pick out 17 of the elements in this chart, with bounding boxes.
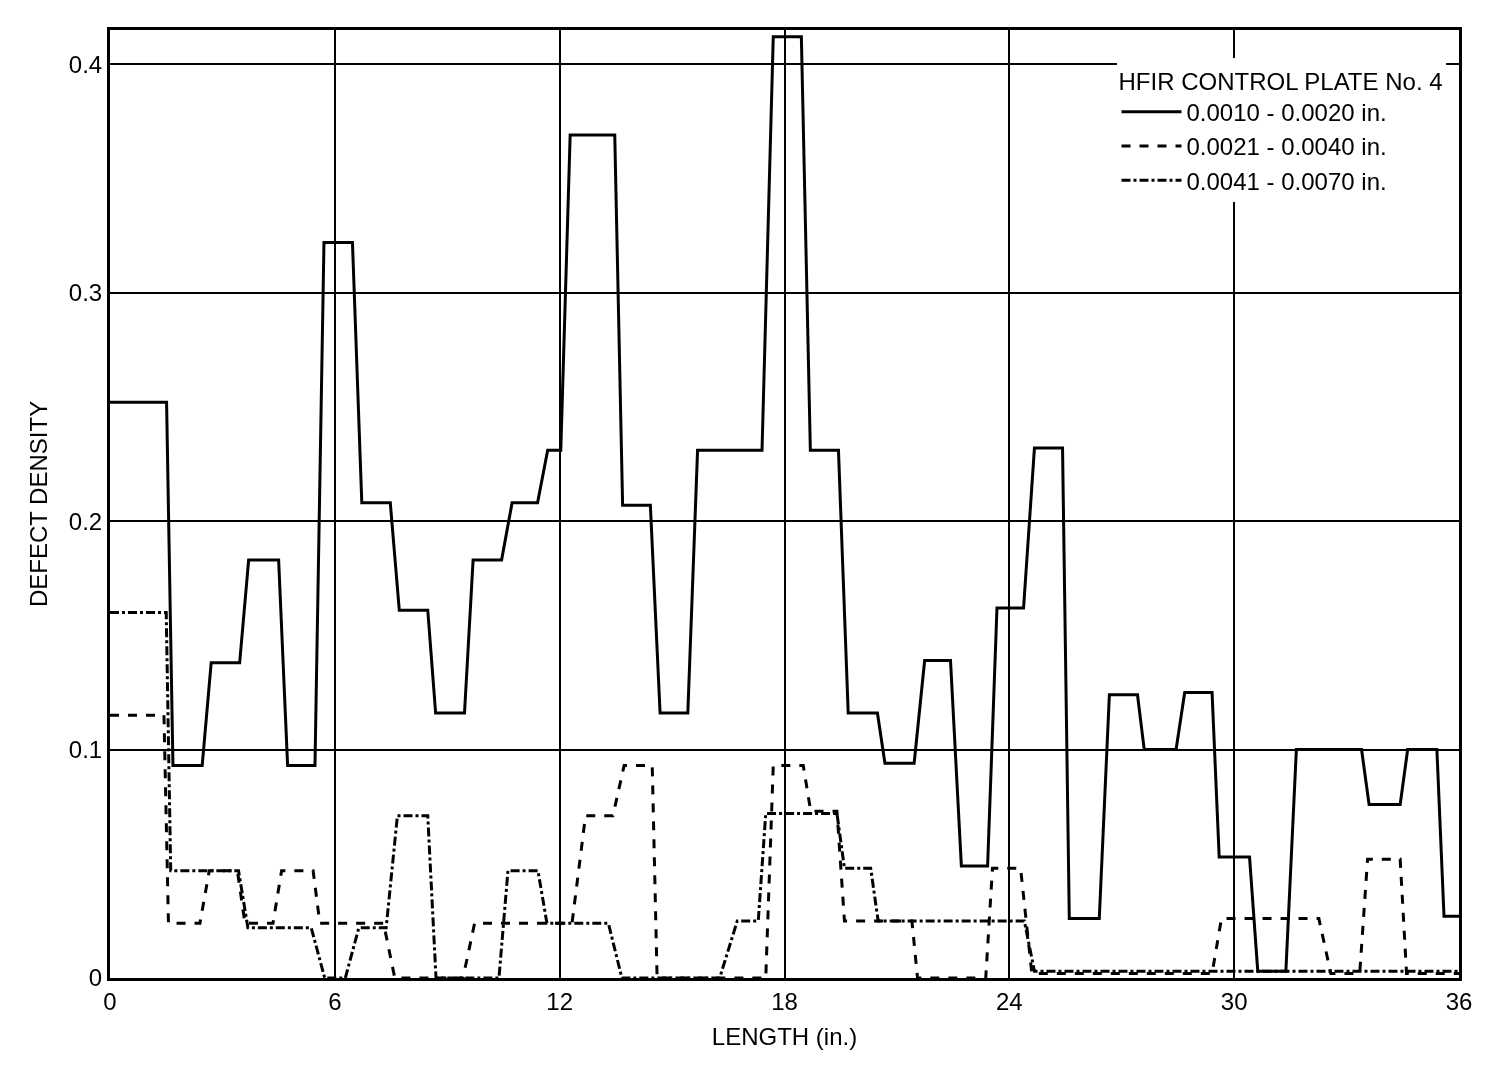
legend-title: HFIR CONTROL PLATE No. 4 bbox=[1118, 67, 1443, 95]
x-tick-label: 6 bbox=[328, 987, 342, 1015]
y-tick-label: 0.4 bbox=[68, 50, 103, 78]
y-axis-title: DEFECT DENSITY bbox=[24, 400, 52, 608]
x-tick-label: 24 bbox=[995, 987, 1023, 1015]
x-tick-label: 30 bbox=[1220, 987, 1248, 1015]
x-tick-label: 36 bbox=[1445, 987, 1473, 1015]
x-tick-label: 18 bbox=[771, 987, 798, 1015]
y-tick-label: 0.3 bbox=[68, 279, 103, 307]
x-axis-title: LENGTH (in.) bbox=[711, 1023, 858, 1051]
legend-label: 0.0021 - 0.0040 in. bbox=[1186, 133, 1387, 161]
legend-label: 0.0010 - 0.0020 in. bbox=[1186, 99, 1387, 127]
y-tick-label: 0.2 bbox=[68, 507, 103, 535]
y-tick-label: 0 bbox=[88, 964, 103, 992]
x-tick-label: 12 bbox=[546, 987, 574, 1015]
y-tick-label: 0.1 bbox=[68, 735, 103, 763]
legend-label: 0.0041 - 0.0070 in. bbox=[1186, 167, 1387, 195]
